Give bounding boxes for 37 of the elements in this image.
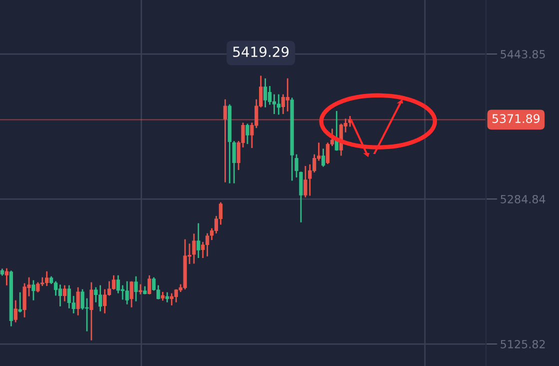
candlestick bbox=[130, 281, 134, 308]
candlestick bbox=[304, 166, 308, 198]
candlestick bbox=[196, 223, 200, 258]
candlestick bbox=[321, 148, 326, 167]
y-tick-label: 5284.84 bbox=[500, 194, 546, 204]
candlestick bbox=[246, 124, 250, 144]
candlestick bbox=[165, 292, 170, 302]
candlestick bbox=[268, 86, 272, 105]
candlestick bbox=[44, 271, 49, 286]
candlestick bbox=[223, 99, 227, 182]
annotation: 5419.29 bbox=[233, 46, 289, 58]
candlestick bbox=[232, 141, 236, 184]
candlestick bbox=[192, 234, 196, 264]
candlestick bbox=[58, 284, 62, 306]
candlestick bbox=[286, 78, 290, 112]
candlestick bbox=[76, 287, 80, 316]
candlestick bbox=[32, 280, 36, 300]
candlestick bbox=[299, 172, 303, 222]
candlestick bbox=[148, 275, 152, 294]
y-tick-label: 5125.82 bbox=[500, 340, 545, 348]
candlestick bbox=[125, 281, 129, 304]
candlestick bbox=[14, 300, 18, 322]
candlestick bbox=[90, 282, 94, 340]
y-tick-label: 5443.85 bbox=[500, 50, 545, 58]
candlestick bbox=[326, 142, 330, 164]
candlestick bbox=[294, 154, 298, 178]
candlestick bbox=[272, 94, 276, 114]
candlestick bbox=[102, 289, 107, 314]
candlestick bbox=[54, 281, 58, 296]
candlestick bbox=[94, 287, 98, 302]
ref-line-label: 5371.89 bbox=[492, 114, 540, 124]
candlestick bbox=[4, 268, 9, 286]
candlestick bbox=[18, 292, 22, 312]
candlestick bbox=[276, 94, 280, 115]
candlestick bbox=[62, 285, 66, 302]
candlestick bbox=[263, 78, 268, 108]
candlestick bbox=[134, 276, 138, 302]
